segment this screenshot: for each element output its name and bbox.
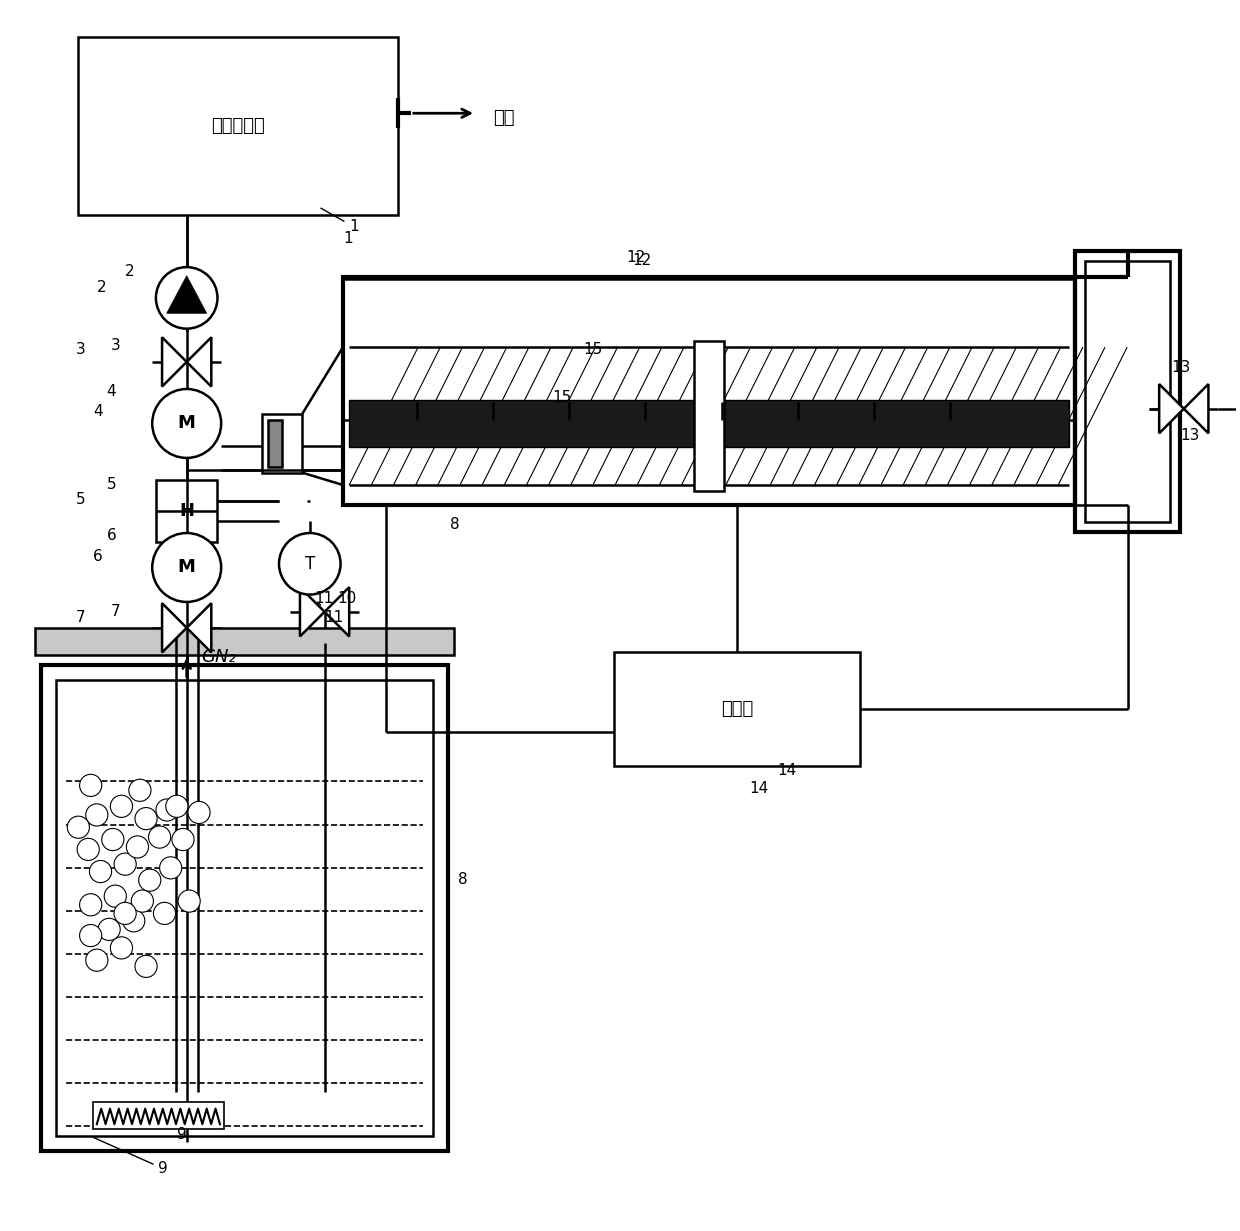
Text: 1: 1 [321, 208, 358, 234]
Text: 5: 5 [76, 492, 86, 507]
Text: 14: 14 [749, 780, 769, 795]
Text: 13: 13 [1172, 359, 1190, 374]
Circle shape [79, 774, 102, 796]
Text: 7: 7 [76, 611, 86, 625]
Text: 12: 12 [632, 254, 651, 268]
Text: 8: 8 [458, 872, 467, 886]
Bar [268, 420, 283, 467]
Circle shape [153, 533, 221, 602]
Polygon shape [325, 587, 350, 636]
Bar [78, 37, 398, 215]
Text: 2: 2 [125, 263, 135, 278]
Circle shape [153, 389, 221, 458]
Text: 3: 3 [110, 337, 120, 352]
Circle shape [123, 910, 145, 932]
Circle shape [86, 949, 108, 971]
Text: 4: 4 [93, 404, 103, 419]
Circle shape [139, 869, 161, 891]
Text: 9: 9 [93, 1137, 169, 1176]
Bar [56, 680, 433, 1136]
Circle shape [126, 836, 149, 858]
Circle shape [135, 808, 157, 830]
Text: 9: 9 [177, 1128, 186, 1142]
Bar [93, 1102, 223, 1129]
Text: 11: 11 [317, 603, 343, 624]
Bar [35, 628, 454, 655]
Polygon shape [187, 337, 211, 387]
Circle shape [131, 890, 154, 912]
Bar [262, 414, 303, 473]
Circle shape [135, 955, 157, 977]
Circle shape [279, 533, 341, 595]
Text: 11: 11 [315, 591, 334, 606]
Circle shape [79, 894, 102, 916]
Text: 3: 3 [76, 342, 86, 357]
Circle shape [114, 902, 136, 924]
Bar [1085, 261, 1171, 522]
Text: 13: 13 [1180, 428, 1199, 443]
Circle shape [114, 853, 136, 875]
Bar [350, 400, 1069, 447]
Text: 空气: 空气 [494, 110, 515, 127]
Circle shape [89, 860, 112, 883]
Circle shape [188, 801, 210, 824]
Polygon shape [1184, 384, 1209, 433]
Text: 15: 15 [552, 390, 572, 405]
Circle shape [156, 799, 179, 821]
Text: 温湿控制笱: 温湿控制笱 [212, 117, 265, 135]
Bar [1075, 251, 1180, 532]
Bar [41, 665, 448, 1151]
Text: 2: 2 [97, 281, 107, 295]
Bar [694, 341, 724, 491]
Polygon shape [162, 603, 187, 652]
Circle shape [156, 267, 217, 329]
Polygon shape [1159, 384, 1184, 433]
Circle shape [104, 885, 126, 907]
Circle shape [129, 779, 151, 801]
Circle shape [77, 838, 99, 860]
Text: T: T [305, 555, 315, 572]
Text: GN₂: GN₂ [201, 649, 236, 666]
Text: 15: 15 [583, 342, 603, 357]
Text: 6: 6 [93, 549, 103, 564]
Text: 10: 10 [337, 591, 356, 606]
Circle shape [154, 902, 176, 924]
Text: 7: 7 [110, 603, 120, 618]
Text: 12: 12 [626, 250, 645, 265]
Text: 1: 1 [343, 231, 352, 246]
Polygon shape [166, 276, 207, 314]
Text: 8: 8 [450, 517, 460, 532]
Circle shape [179, 890, 200, 912]
Polygon shape [162, 337, 187, 387]
Text: 14: 14 [777, 763, 797, 778]
Circle shape [160, 857, 182, 879]
Circle shape [98, 918, 120, 940]
Bar [343, 277, 1075, 505]
Text: 5: 5 [107, 476, 117, 491]
Circle shape [67, 816, 89, 838]
Text: 6: 6 [107, 528, 117, 543]
Circle shape [166, 795, 188, 817]
Text: H: H [180, 502, 195, 519]
Text: M: M [177, 415, 196, 432]
Text: M: M [177, 559, 196, 576]
Circle shape [110, 795, 133, 817]
Circle shape [172, 828, 195, 851]
Circle shape [149, 826, 171, 848]
Circle shape [110, 937, 133, 959]
Text: 10: 10 [319, 563, 337, 577]
Circle shape [102, 828, 124, 851]
Circle shape [79, 924, 102, 947]
Bar [614, 652, 861, 766]
Polygon shape [300, 587, 325, 636]
Text: 4: 4 [107, 384, 117, 399]
Bar [156, 480, 217, 542]
Text: 控制器: 控制器 [720, 700, 753, 718]
Polygon shape [187, 603, 211, 652]
Circle shape [86, 804, 108, 826]
